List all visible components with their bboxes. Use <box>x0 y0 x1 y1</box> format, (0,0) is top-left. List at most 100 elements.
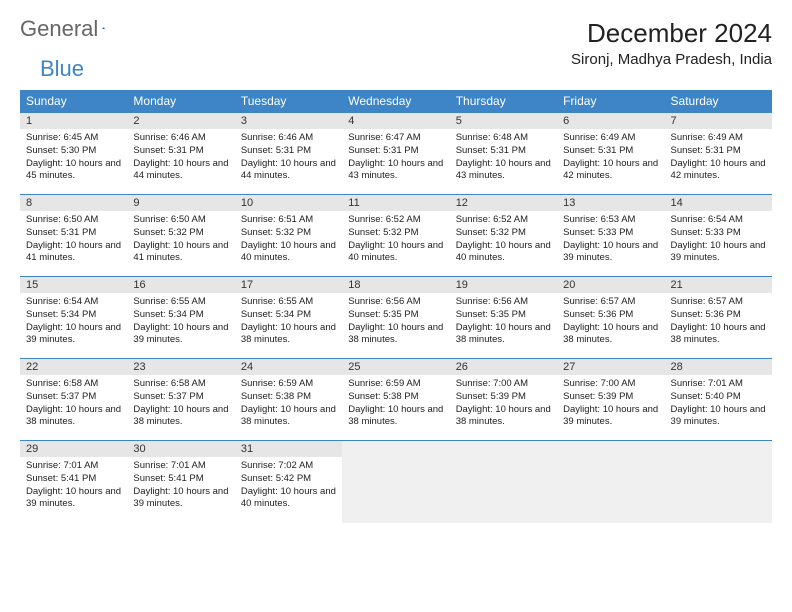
day-number: 10 <box>235 195 342 211</box>
day-cell: 12Sunrise: 6:52 AMSunset: 5:32 PMDayligh… <box>450 195 557 277</box>
sunrise-line: Sunrise: 6:49 AM <box>563 132 658 145</box>
daylight-line: Daylight: 10 hours and 38 minutes. <box>133 404 228 430</box>
location: Sironj, Madhya Pradesh, India <box>571 51 772 68</box>
day-body: Sunrise: 7:01 AMSunset: 5:41 PMDaylight:… <box>20 457 127 515</box>
day-body: Sunrise: 6:57 AMSunset: 5:36 PMDaylight:… <box>557 293 664 351</box>
daylight-line: Daylight: 10 hours and 38 minutes. <box>241 404 336 430</box>
sunrise-line: Sunrise: 6:59 AM <box>348 378 443 391</box>
day-body: Sunrise: 6:50 AMSunset: 5:31 PMDaylight:… <box>20 211 127 269</box>
day-cell: 15Sunrise: 6:54 AMSunset: 5:34 PMDayligh… <box>20 277 127 359</box>
day-cell: 30Sunrise: 7:01 AMSunset: 5:41 PMDayligh… <box>127 441 234 523</box>
sunset-line: Sunset: 5:42 PM <box>241 473 336 486</box>
logo: General <box>20 18 122 40</box>
sunset-line: Sunset: 5:31 PM <box>456 145 551 158</box>
day-number: 1 <box>20 113 127 129</box>
day-body: Sunrise: 7:01 AMSunset: 5:41 PMDaylight:… <box>127 457 234 515</box>
weekday-header: Saturday <box>665 90 772 113</box>
day-body: Sunrise: 6:59 AMSunset: 5:38 PMDaylight:… <box>235 375 342 433</box>
day-cell: 2Sunrise: 6:46 AMSunset: 5:31 PMDaylight… <box>127 113 234 195</box>
sunset-line: Sunset: 5:33 PM <box>563 227 658 240</box>
sunset-line: Sunset: 5:31 PM <box>133 145 228 158</box>
calendar-table: SundayMondayTuesdayWednesdayThursdayFrid… <box>20 90 772 523</box>
daylight-line: Daylight: 10 hours and 40 minutes. <box>241 486 336 512</box>
weekday-header: Tuesday <box>235 90 342 113</box>
day-number: 3 <box>235 113 342 129</box>
weekday-header: Thursday <box>450 90 557 113</box>
day-number: 18 <box>342 277 449 293</box>
day-body: Sunrise: 6:48 AMSunset: 5:31 PMDaylight:… <box>450 129 557 187</box>
day-number: 26 <box>450 359 557 375</box>
day-cell: 3Sunrise: 6:46 AMSunset: 5:31 PMDaylight… <box>235 113 342 195</box>
day-body: Sunrise: 6:52 AMSunset: 5:32 PMDaylight:… <box>450 211 557 269</box>
day-body: Sunrise: 6:57 AMSunset: 5:36 PMDaylight:… <box>665 293 772 351</box>
day-cell: 17Sunrise: 6:55 AMSunset: 5:34 PMDayligh… <box>235 277 342 359</box>
day-cell: 19Sunrise: 6:56 AMSunset: 5:35 PMDayligh… <box>450 277 557 359</box>
sunset-line: Sunset: 5:33 PM <box>671 227 766 240</box>
day-body: Sunrise: 6:58 AMSunset: 5:37 PMDaylight:… <box>127 375 234 433</box>
daylight-line: Daylight: 10 hours and 38 minutes. <box>456 404 551 430</box>
day-number: 8 <box>20 195 127 211</box>
day-number: 25 <box>342 359 449 375</box>
sunset-line: Sunset: 5:32 PM <box>241 227 336 240</box>
sunrise-line: Sunrise: 6:55 AM <box>241 296 336 309</box>
day-body: Sunrise: 6:50 AMSunset: 5:32 PMDaylight:… <box>127 211 234 269</box>
logo-text-1: General <box>20 18 98 40</box>
sunset-line: Sunset: 5:34 PM <box>241 309 336 322</box>
sunrise-line: Sunrise: 6:58 AM <box>133 378 228 391</box>
day-number: 21 <box>665 277 772 293</box>
daylight-line: Daylight: 10 hours and 38 minutes. <box>348 322 443 348</box>
daylight-line: Daylight: 10 hours and 43 minutes. <box>456 158 551 184</box>
day-body: Sunrise: 6:53 AMSunset: 5:33 PMDaylight:… <box>557 211 664 269</box>
day-body: Sunrise: 6:46 AMSunset: 5:31 PMDaylight:… <box>235 129 342 187</box>
sunrise-line: Sunrise: 6:56 AM <box>456 296 551 309</box>
daylight-line: Daylight: 10 hours and 38 minutes. <box>348 404 443 430</box>
day-number: 29 <box>20 441 127 457</box>
day-cell: 28Sunrise: 7:01 AMSunset: 5:40 PMDayligh… <box>665 359 772 441</box>
day-cell: 26Sunrise: 7:00 AMSunset: 5:39 PMDayligh… <box>450 359 557 441</box>
day-number: 23 <box>127 359 234 375</box>
daylight-line: Daylight: 10 hours and 40 minutes. <box>241 240 336 266</box>
sunset-line: Sunset: 5:36 PM <box>563 309 658 322</box>
day-body: Sunrise: 6:56 AMSunset: 5:35 PMDaylight:… <box>450 293 557 351</box>
day-body: Sunrise: 6:51 AMSunset: 5:32 PMDaylight:… <box>235 211 342 269</box>
day-cell: 5Sunrise: 6:48 AMSunset: 5:31 PMDaylight… <box>450 113 557 195</box>
daylight-line: Daylight: 10 hours and 44 minutes. <box>241 158 336 184</box>
day-body: Sunrise: 6:54 AMSunset: 5:33 PMDaylight:… <box>665 211 772 269</box>
day-number: 30 <box>127 441 234 457</box>
daylight-line: Daylight: 10 hours and 38 minutes. <box>26 404 121 430</box>
sunset-line: Sunset: 5:32 PM <box>456 227 551 240</box>
sunrise-line: Sunrise: 6:48 AM <box>456 132 551 145</box>
daylight-line: Daylight: 10 hours and 45 minutes. <box>26 158 121 184</box>
sunset-line: Sunset: 5:32 PM <box>348 227 443 240</box>
daylight-line: Daylight: 10 hours and 40 minutes. <box>348 240 443 266</box>
day-body: Sunrise: 7:02 AMSunset: 5:42 PMDaylight:… <box>235 457 342 515</box>
logo-icon <box>102 21 105 35</box>
daylight-line: Daylight: 10 hours and 39 minutes. <box>133 322 228 348</box>
day-body: Sunrise: 6:49 AMSunset: 5:31 PMDaylight:… <box>665 129 772 187</box>
day-cell <box>557 441 664 523</box>
day-cell <box>665 441 772 523</box>
sunset-line: Sunset: 5:37 PM <box>26 391 121 404</box>
day-number: 15 <box>20 277 127 293</box>
sunset-line: Sunset: 5:35 PM <box>456 309 551 322</box>
sunset-line: Sunset: 5:34 PM <box>26 309 121 322</box>
day-cell: 22Sunrise: 6:58 AMSunset: 5:37 PMDayligh… <box>20 359 127 441</box>
sunset-line: Sunset: 5:41 PM <box>26 473 121 486</box>
daylight-line: Daylight: 10 hours and 44 minutes. <box>133 158 228 184</box>
day-number: 31 <box>235 441 342 457</box>
sunset-line: Sunset: 5:31 PM <box>241 145 336 158</box>
sunrise-line: Sunrise: 6:56 AM <box>348 296 443 309</box>
weekday-header: Wednesday <box>342 90 449 113</box>
sunset-line: Sunset: 5:31 PM <box>348 145 443 158</box>
month-title: December 2024 <box>571 18 772 49</box>
day-cell: 1Sunrise: 6:45 AMSunset: 5:30 PMDaylight… <box>20 113 127 195</box>
daylight-line: Daylight: 10 hours and 38 minutes. <box>241 322 336 348</box>
day-number: 5 <box>450 113 557 129</box>
daylight-line: Daylight: 10 hours and 38 minutes. <box>671 322 766 348</box>
day-cell: 20Sunrise: 6:57 AMSunset: 5:36 PMDayligh… <box>557 277 664 359</box>
daylight-line: Daylight: 10 hours and 42 minutes. <box>563 158 658 184</box>
daylight-line: Daylight: 10 hours and 39 minutes. <box>133 486 228 512</box>
day-body: Sunrise: 6:56 AMSunset: 5:35 PMDaylight:… <box>342 293 449 351</box>
day-body: Sunrise: 6:55 AMSunset: 5:34 PMDaylight:… <box>235 293 342 351</box>
day-cell: 18Sunrise: 6:56 AMSunset: 5:35 PMDayligh… <box>342 277 449 359</box>
